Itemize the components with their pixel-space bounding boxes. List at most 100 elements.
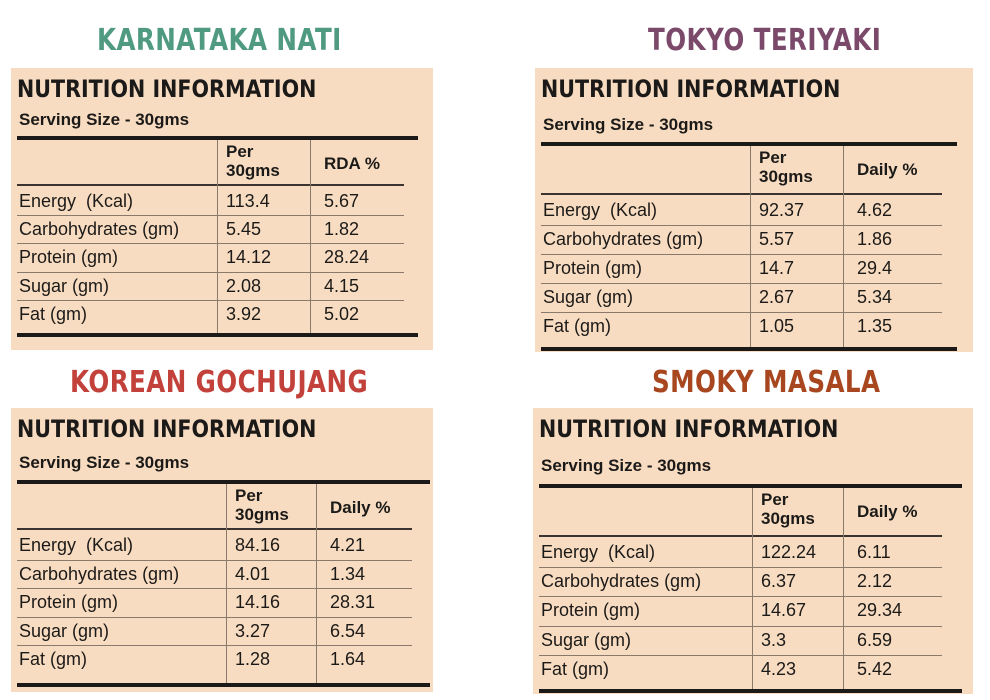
percent-value: 1.82 <box>324 219 360 240</box>
nutrient-label: Protein (gm) <box>541 600 641 621</box>
per-serving-value: 3.92 <box>226 303 262 324</box>
nutrient-label: Energy (Kcal) <box>541 542 656 562</box>
percent-header: Daily % <box>857 160 918 179</box>
column-divider <box>750 146 751 347</box>
column-divider <box>226 484 227 683</box>
per-serving-value: 92.37 <box>759 200 805 220</box>
per-serving-header: Per 30gms <box>235 486 289 524</box>
per-serving-value: 3.3 <box>761 629 787 650</box>
table-bottom-rule <box>541 347 957 351</box>
table-bottom-rule <box>17 333 418 337</box>
per-serving-value: 84.16 <box>235 535 281 555</box>
nutrient-label: Sugar (gm) <box>543 287 634 307</box>
percent-value: 28.24 <box>324 247 370 268</box>
nutrient-label: Energy (Kcal) <box>19 535 134 555</box>
per-serving-value: 14.12 <box>226 247 272 268</box>
table-bottom-rule <box>17 683 430 687</box>
serving-size: Serving Size - 30gms <box>19 453 190 472</box>
row-divider <box>17 243 404 245</box>
header-divider <box>539 535 942 537</box>
percent-value: 1.86 <box>857 229 893 249</box>
nutrient-label: Protein (gm) <box>543 258 643 278</box>
row-divider <box>541 254 942 255</box>
row-divider <box>541 312 942 313</box>
serving-size: Serving Size - 30gms <box>541 456 712 475</box>
per-serving-value: 122.24 <box>761 542 817 562</box>
nutrient-label: Fat (gm) <box>19 303 88 324</box>
percent-value: 4.62 <box>857 200 893 220</box>
table-top-rule <box>541 142 957 146</box>
per-serving-value: 1.05 <box>759 316 795 336</box>
nutrition-heading: NUTRITION INFORMATION <box>17 415 317 443</box>
percent-value: 1.35 <box>857 316 893 336</box>
nutrient-label: Fat (gm) <box>541 658 610 679</box>
table-bottom-rule <box>539 689 962 693</box>
row-divider <box>17 299 404 301</box>
serving-size: Serving Size - 30gms <box>543 115 714 134</box>
header-divider <box>17 528 412 530</box>
nutrient-label: Energy (Kcal) <box>543 200 658 220</box>
row-divider <box>539 654 942 656</box>
nutrient-label: Fat (gm) <box>543 316 612 336</box>
column-divider <box>843 488 844 689</box>
flavor-title: KOREAN GOCHUJANG <box>70 365 369 400</box>
percent-value: 1.34 <box>330 563 366 584</box>
column-divider <box>316 484 317 683</box>
nutrient-label: Protein (gm) <box>19 247 119 268</box>
column-divider <box>217 140 218 333</box>
table-top-rule <box>539 484 962 488</box>
nutrition-panel: NUTRITION INFORMATION Serving Size - 30gm… <box>533 408 973 694</box>
percent-value: 29.34 <box>857 600 903 621</box>
table-top-rule <box>17 136 418 140</box>
percent-value: 6.11 <box>857 542 891 562</box>
per-serving-value: 1.28 <box>235 649 271 670</box>
percent-value: 6.54 <box>330 620 366 641</box>
row-divider <box>17 559 412 561</box>
nutrient-label: Protein (gm) <box>19 592 119 613</box>
per-serving-value: 5.45 <box>226 219 262 240</box>
per-serving-value: 4.01 <box>235 563 271 584</box>
nutrition-heading: NUTRITION INFORMATION <box>539 415 839 443</box>
per-serving-value: 5.57 <box>759 229 795 249</box>
percent-header: Daily % <box>857 502 918 521</box>
per-serving-header: Per 30gms <box>226 142 280 180</box>
row-divider <box>541 225 942 226</box>
table-top-rule <box>17 480 430 484</box>
row-divider <box>539 625 942 627</box>
row-divider <box>17 588 412 590</box>
per-serving-value: 2.08 <box>226 275 262 296</box>
percent-value: 1.64 <box>330 649 366 670</box>
column-divider <box>752 488 753 689</box>
nutrition-panel: NUTRITION INFORMATION Serving Size - 30gm… <box>535 68 973 352</box>
row-divider <box>539 596 942 598</box>
nutrient-label: Sugar (gm) <box>19 275 110 296</box>
percent-value: 4.21 <box>330 535 366 555</box>
per-serving-header: Per 30gms <box>759 148 813 186</box>
nutrient-label: Sugar (gm) <box>19 620 110 641</box>
percent-value: 5.02 <box>324 303 360 324</box>
percent-value: 29.4 <box>857 258 893 278</box>
percent-value: 6.59 <box>857 629 893 650</box>
percent-value: 5.42 <box>857 658 893 679</box>
row-divider <box>17 215 404 217</box>
nutrition-panel: NUTRITION INFORMATION Serving Size - 30gm… <box>11 68 433 350</box>
per-serving-value: 113.4 <box>226 191 270 211</box>
percent-header: RDA % <box>324 154 381 173</box>
per-serving-value: 4.23 <box>761 658 797 679</box>
column-divider <box>843 146 844 347</box>
flavor-title: SMOKY MASALA <box>652 365 881 400</box>
percent-value: 28.31 <box>330 592 376 613</box>
row-divider <box>17 616 412 618</box>
nutrient-label: Carbohydrates (gm) <box>19 219 180 240</box>
row-divider <box>539 567 942 569</box>
per-serving-value: 14.7 <box>759 258 795 278</box>
per-serving-value: 6.37 <box>761 571 797 592</box>
nutrient-label: Carbohydrates (gm) <box>541 571 702 592</box>
per-serving-value: 3.27 <box>235 620 271 641</box>
serving-size: Serving Size - 30gms <box>19 110 190 129</box>
per-serving-value: 2.67 <box>759 287 795 307</box>
nutrient-label: Carbohydrates (gm) <box>19 563 180 584</box>
row-divider <box>17 645 412 647</box>
per-serving-value: 14.16 <box>235 592 281 613</box>
percent-value: 5.67 <box>324 191 360 211</box>
